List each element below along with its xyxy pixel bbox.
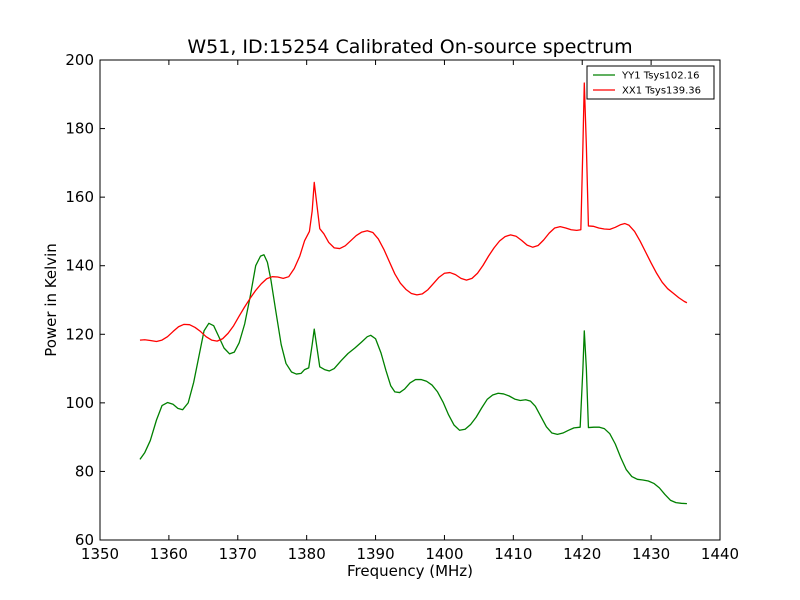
x-tick-label: 1430 [632,545,670,563]
tick-layer: 1350 1360 1370 1380 1390 1400 1410 1420 1430 1440… [65,51,739,563]
plot-area [100,60,720,540]
y-tick-label: 120 [65,325,94,343]
x-tick-label: 1390 [356,545,394,563]
legend-label-yy1: YY1 Tsys102.16 [621,71,700,82]
x-axis-label: Frequency (MHz) [347,562,473,580]
y-tick-label: 140 [65,257,94,275]
legend: YY1 Tsys102.16 XX1 Tsys139.36 [586,65,715,100]
y-axis-label: Power in Kelvin [42,243,60,357]
x-tick-label: 1380 [288,545,326,563]
y-tick-label: 100 [65,394,94,412]
series-line-xx1 [139,82,688,343]
series-line-yy1 [139,254,687,505]
x-tick-label: 1370 [219,545,257,563]
y-tick-label: 60 [75,531,94,549]
legend-label-xx1: XX1 Tsys139.36 [622,86,701,97]
y-tick-label: 180 [65,120,94,138]
x-tick-label: 1400 [425,545,463,563]
chart-title: W51, ID:15254 Calibrated On-source spect… [187,36,632,58]
x-tick-label: 1350 [81,545,119,563]
x-tick-label: 1420 [563,545,601,563]
plot-frame [99,59,721,541]
x-tick-label: 1440 [701,545,739,563]
y-tick-label: 160 [65,188,94,206]
legend-frame [586,65,715,100]
x-tick-label: 1410 [494,545,532,563]
y-tick-label: 80 [75,462,94,480]
x-tick-label: 1360 [150,545,188,563]
series-layer [139,82,688,505]
y-tick-label: 200 [65,51,94,69]
